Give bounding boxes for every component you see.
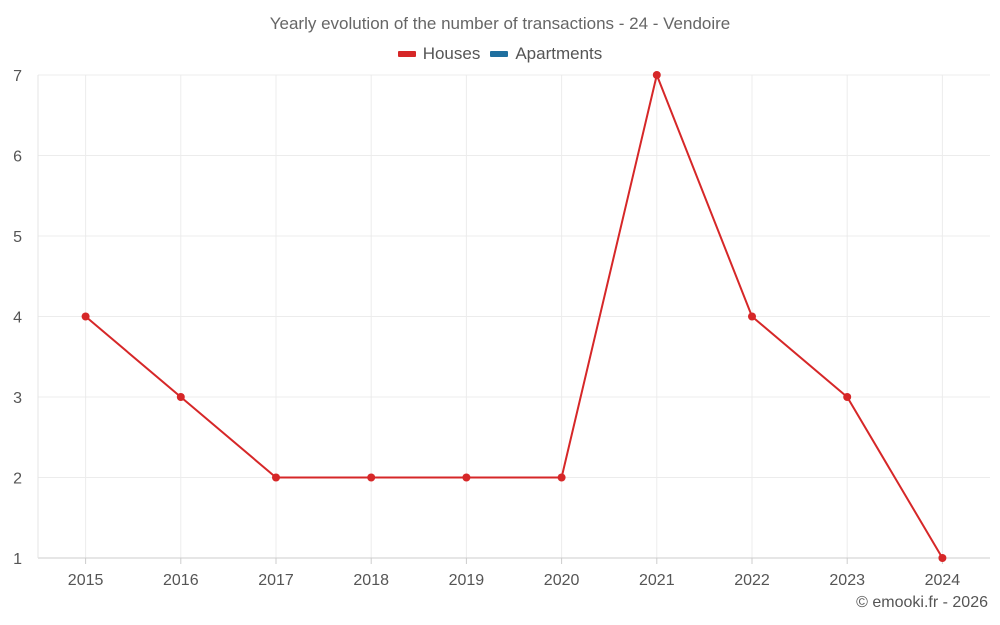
y-tick-label: 2 — [13, 471, 22, 488]
data-point-houses — [938, 554, 947, 562]
y-tick-label: 5 — [13, 229, 22, 246]
legend-swatch-houses — [397, 51, 416, 57]
y-tick-label: 3 — [13, 390, 22, 407]
data-point-houses — [652, 71, 661, 79]
x-tick-label: 2017 — [258, 572, 294, 589]
legend: Houses Apartments — [0, 44, 1000, 64]
grid — [38, 74, 990, 559]
series-line-houses — [84, 74, 944, 559]
legend-item-apartments[interactable]: Apartments — [490, 44, 602, 64]
y-tick-label: 7 — [13, 68, 22, 85]
data-point-houses — [81, 312, 90, 321]
axes: 1 2 3 4 5 6 7 2015 2016 2017 2018 2019 2020 2021 2022 2… — [13, 68, 990, 589]
x-tick-label: 2015 — [68, 572, 104, 589]
y-tick-label: 1 — [13, 551, 22, 568]
legend-swatch-apartments — [490, 51, 509, 57]
data-point-houses — [462, 473, 471, 482]
x-tick-label: 2019 — [449, 572, 485, 589]
legend-label-houses: Houses — [422, 44, 481, 63]
x-tick-label: 2018 — [353, 572, 389, 589]
credit-text: © emooki.fr - 2026 — [856, 594, 988, 611]
x-tick-label: 2021 — [639, 572, 675, 589]
x-tick-label: 2016 — [163, 572, 199, 589]
data-point-houses — [272, 473, 280, 482]
legend-label-apartments: Apartments — [515, 44, 603, 63]
y-tick-label: 6 — [13, 149, 22, 166]
y-tick-label: 4 — [13, 310, 22, 327]
x-tick-label: 2020 — [544, 572, 580, 589]
data-point-houses — [843, 393, 852, 401]
data-point-houses — [557, 473, 566, 482]
series — [81, 71, 947, 562]
data-point-houses — [176, 393, 185, 401]
data-point-houses — [748, 312, 756, 321]
x-tick-label: 2024 — [925, 572, 961, 589]
data-point-houses — [367, 473, 376, 482]
legend-item-houses[interactable]: Houses — [397, 44, 481, 64]
chart-title: Yearly evolution of the number of transa… — [269, 14, 731, 33]
x-tick-label: 2022 — [734, 572, 770, 589]
x-tick-label: 2023 — [829, 572, 865, 589]
